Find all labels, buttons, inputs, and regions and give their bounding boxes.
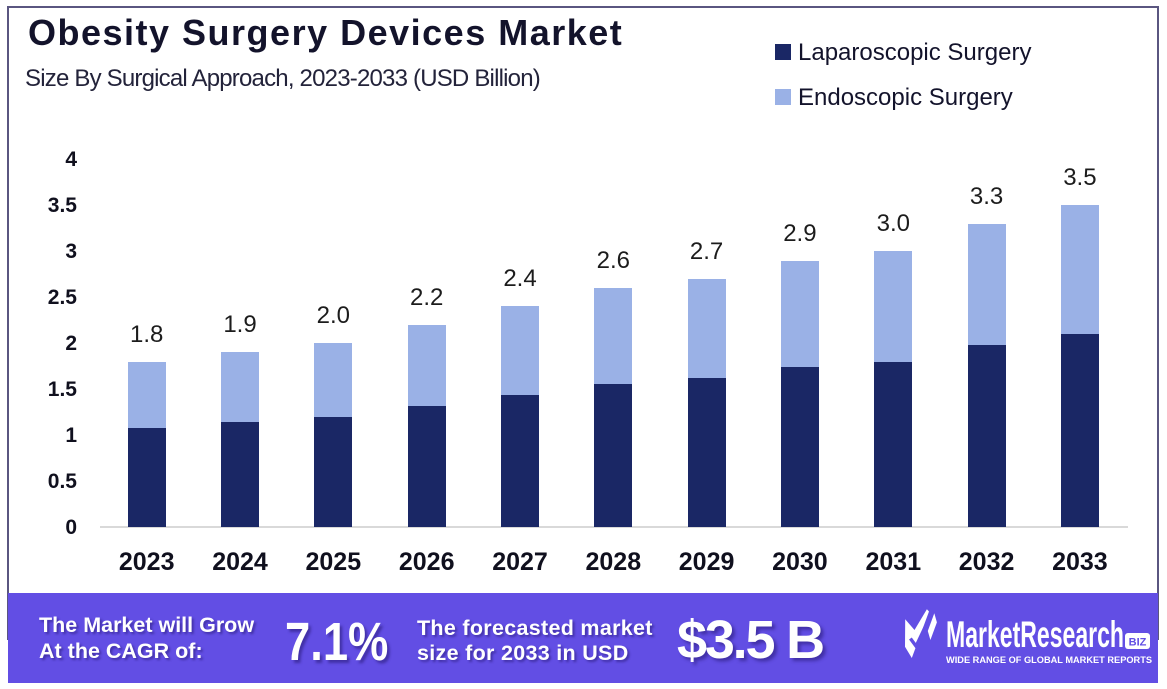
- svg-text:MarketResearch: MarketResearch: [946, 614, 1124, 655]
- svg-text:WIDE RANGE OF GLOBAL MARKET RE: WIDE RANGE OF GLOBAL MARKET REPORTS: [946, 655, 1152, 666]
- svg-text:BIZ: BIZ: [1129, 637, 1147, 649]
